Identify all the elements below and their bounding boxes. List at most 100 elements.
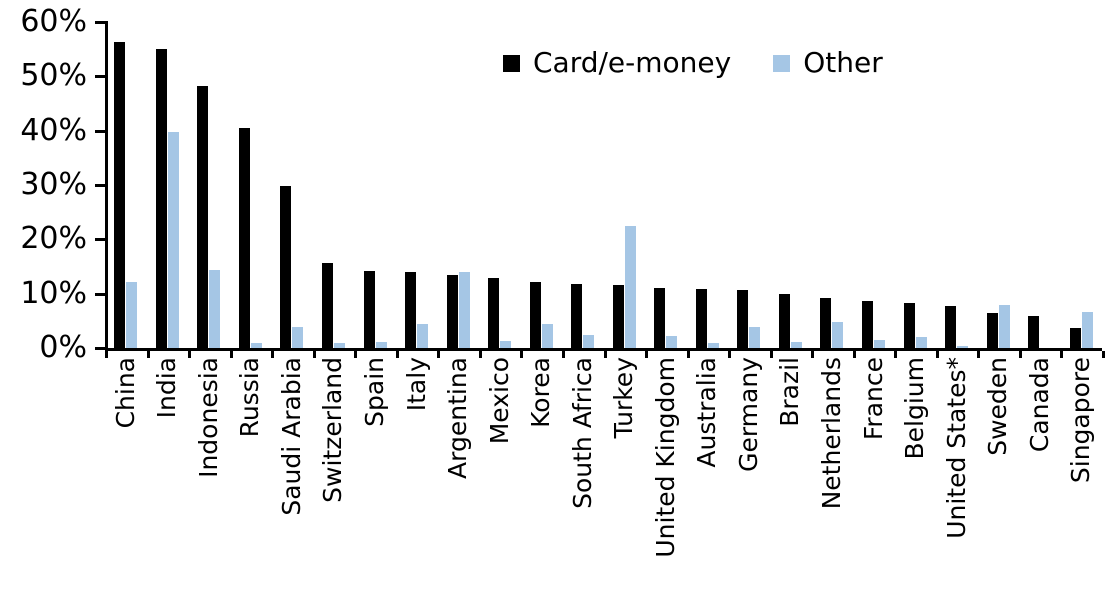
x-tick <box>478 351 482 358</box>
y-axis-label: 30% <box>20 167 87 202</box>
x-tick <box>1102 351 1105 358</box>
bar-card-e-money-india <box>155 48 167 348</box>
x-axis-label-korea: Korea <box>526 357 556 428</box>
x-tick <box>894 351 898 358</box>
bar-other-switzerland <box>333 343 345 348</box>
bar-card-e-money-france <box>862 301 874 348</box>
bar-card-e-money-italy <box>405 271 417 348</box>
y-tick <box>95 238 105 242</box>
x-axis-label-sweden: Sweden <box>983 357 1013 456</box>
x-axis-label-canada: Canada <box>1024 357 1054 453</box>
x-axis-label-argentina: Argentina <box>443 357 473 479</box>
bar-other-united-states <box>957 346 969 348</box>
x-tick <box>395 351 399 358</box>
x-tick <box>1018 351 1022 358</box>
x-axis-label-united-states: United States* <box>941 357 971 539</box>
x-axis-label-mexico: Mexico <box>484 357 514 445</box>
x-tick <box>769 351 773 358</box>
y-axis-label: 0% <box>39 330 87 365</box>
legend-label-card-e-money: Card/e-money <box>533 46 732 79</box>
x-axis-label-spain: Spain <box>360 357 390 427</box>
x-axis-label-netherlands: Netherlands <box>816 357 846 510</box>
bar-card-e-money-netherlands <box>820 298 832 348</box>
x-tick <box>935 351 939 358</box>
bar-card-e-money-mexico <box>488 278 500 348</box>
y-tick <box>95 347 105 350</box>
bar-card-e-money-switzerland <box>321 263 333 348</box>
bar-card-e-money-united-states <box>945 305 957 348</box>
bar-card-e-money-saudi-arabia <box>280 186 292 348</box>
bar-card-e-money-brazil <box>778 293 790 348</box>
bar-card-e-money-south-africa <box>571 283 583 348</box>
bar-card-e-money-belgium <box>903 303 915 348</box>
bar-other-south-africa <box>583 334 595 348</box>
legend: Card/e-money Other <box>503 46 883 80</box>
y-axis-line <box>105 21 108 351</box>
x-tick <box>146 351 150 358</box>
bar-card-e-money-indonesia <box>197 86 209 348</box>
bar-card-e-money-canada <box>1028 315 1040 348</box>
bar-card-e-money-spain <box>363 271 375 348</box>
bar-other-belgium <box>915 337 927 348</box>
bar-other-india <box>167 132 179 348</box>
x-tick <box>852 351 856 358</box>
bar-card-e-money-united-kingdom <box>654 287 666 348</box>
bar-other-argentina <box>458 272 470 348</box>
y-tick <box>95 21 105 24</box>
x-axis-label-france: France <box>858 357 888 441</box>
x-tick <box>229 351 233 358</box>
bar-card-e-money-argentina <box>446 275 458 348</box>
bar-other-turkey <box>624 225 636 348</box>
bar-other-indonesia <box>209 269 221 348</box>
bar-other-singapore <box>1081 312 1093 348</box>
x-tick <box>977 351 981 358</box>
y-axis-label: 40% <box>20 112 87 148</box>
y-axis-label: 60% <box>20 4 87 39</box>
bar-other-russia <box>250 343 262 348</box>
x-axis-label-singapore: Singapore <box>1066 357 1096 484</box>
x-tick <box>811 351 815 358</box>
bar-other-germany <box>749 326 761 348</box>
x-tick <box>188 351 192 358</box>
bar-other-netherlands <box>832 321 844 348</box>
x-axis-label-italy: Italy <box>401 357 431 412</box>
legend-item-card-e-money: Card/e-money <box>503 46 731 80</box>
x-axis-label-united-kingdom: United Kingdom <box>650 357 680 558</box>
bar-other-france <box>874 339 886 348</box>
bar-other-australia <box>707 342 719 348</box>
y-axis-label: 20% <box>20 221 87 257</box>
x-tick <box>520 351 524 358</box>
bar-other-mexico <box>500 340 512 348</box>
y-tick <box>95 184 105 187</box>
bar-other-saudi-arabia <box>292 327 304 348</box>
x-axis-label-switzerland: Switzerland <box>318 357 348 503</box>
x-tick <box>645 351 649 358</box>
bar-other-united-kingdom <box>666 335 678 348</box>
bar-card-e-money-australia <box>695 289 707 348</box>
x-tick <box>271 351 275 358</box>
legend-item-other: Other <box>773 46 883 80</box>
x-axis-label-india: India <box>152 357 182 419</box>
bar-other-sweden <box>998 304 1010 348</box>
x-axis-label-china: China <box>110 357 140 429</box>
bar-card-e-money-singapore <box>1069 327 1081 348</box>
x-axis-label-belgium: Belgium <box>900 357 930 460</box>
x-axis-label-turkey: Turkey <box>609 357 639 439</box>
bar-other-italy <box>417 323 429 348</box>
x-tick <box>354 351 358 358</box>
x-tick <box>728 351 732 358</box>
x-tick <box>1060 351 1064 358</box>
x-tick <box>312 351 316 358</box>
bar-card-e-money-germany <box>737 290 749 348</box>
bar-other-brazil <box>790 342 802 348</box>
x-axis-label-saudi-arabia: Saudi Arabia <box>276 357 306 516</box>
x-axis-label-brazil: Brazil <box>775 357 805 427</box>
x-tick <box>603 351 607 358</box>
x-tick <box>105 351 108 358</box>
x-axis-label-south-africa: South Africa <box>567 357 597 509</box>
bar-card-e-money-sweden <box>986 312 998 348</box>
x-axis-line <box>105 348 1102 351</box>
bar-card-e-money-russia <box>238 127 250 348</box>
bar-other-korea <box>541 324 553 348</box>
x-axis-label-russia: Russia <box>235 357 265 438</box>
